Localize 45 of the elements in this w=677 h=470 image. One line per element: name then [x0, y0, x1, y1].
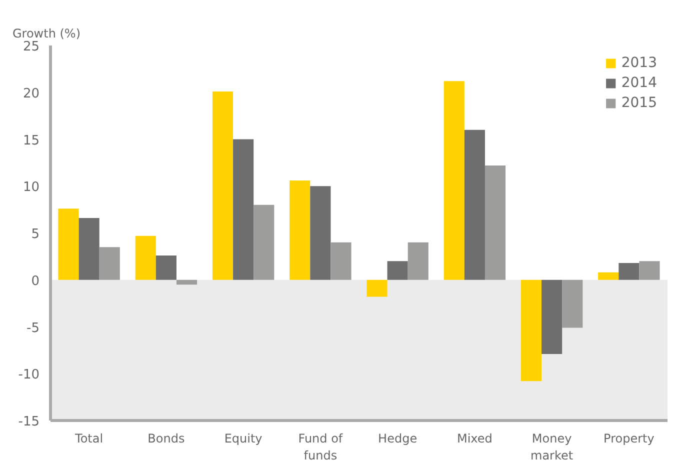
bar [366, 280, 388, 297]
bar [598, 272, 619, 280]
y-tick-label: 15 [22, 133, 40, 148]
x-tick-label: Hedge [378, 432, 418, 446]
x-tick-label: Bonds [148, 432, 185, 446]
bar [520, 280, 542, 382]
bar [99, 247, 120, 280]
bar [562, 280, 583, 328]
y-tick-label: -10 [18, 368, 40, 383]
y-axis-title: Growth (%) [12, 26, 81, 40]
bar [484, 166, 506, 280]
y-tick-label: -15 [18, 414, 40, 430]
bar [408, 242, 428, 280]
x-tick-label: Property [604, 432, 654, 446]
bar [310, 186, 331, 280]
y-tick-label: 5 [31, 227, 40, 242]
x-tick-label: Equity [224, 432, 262, 446]
bar [618, 263, 640, 280]
bar [135, 236, 156, 280]
bar [639, 261, 660, 280]
bar [233, 139, 254, 280]
bar [464, 130, 485, 280]
x-tick-label: Total [74, 432, 104, 446]
bar [387, 261, 408, 280]
x-tick-label: Money market [530, 432, 574, 462]
bar [58, 208, 79, 280]
legend-label: 2013 [621, 55, 657, 71]
y-tick-label: 20 [22, 86, 40, 102]
bar [254, 204, 274, 280]
y-tick-label: 25 [22, 40, 40, 54]
y-tick-label: 0 [31, 274, 40, 289]
bar [542, 280, 562, 354]
bar [176, 280, 198, 285]
bar [156, 256, 176, 280]
legend-label: 2015 [621, 95, 657, 111]
legend-label: 2014 [621, 75, 657, 91]
bar [78, 218, 100, 280]
y-tick-label: -5 [26, 320, 40, 336]
bar [444, 81, 464, 280]
bar [330, 242, 352, 280]
bar [212, 91, 234, 280]
x-tick-label: Mixed [456, 432, 492, 446]
bar [290, 180, 310, 280]
x-tick-label: Fund of funds [298, 432, 344, 462]
y-tick-label: 10 [22, 180, 40, 196]
